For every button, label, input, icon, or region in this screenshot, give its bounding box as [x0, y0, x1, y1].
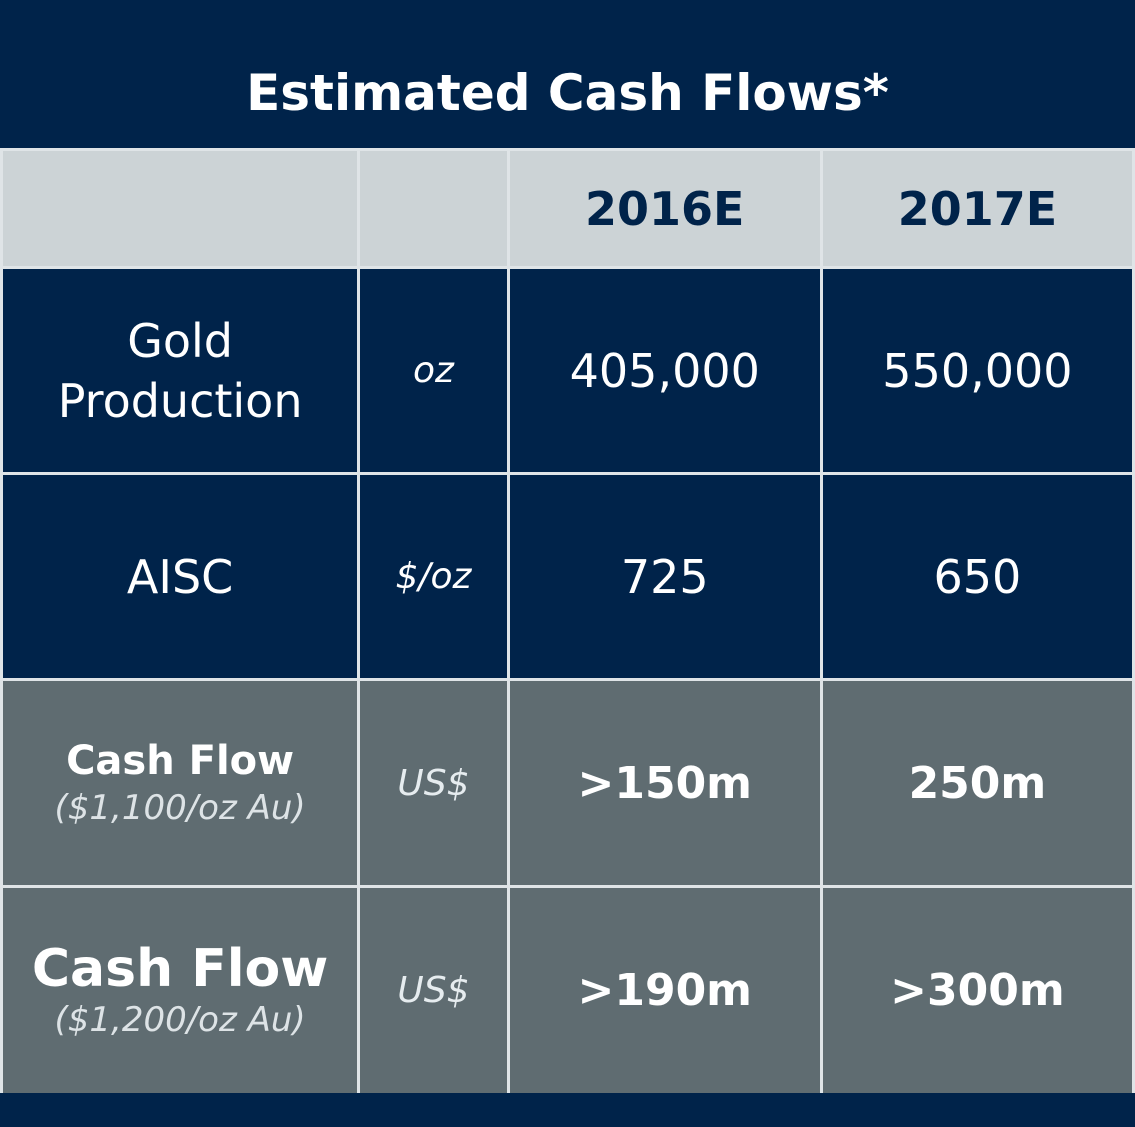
row-unit: US$: [357, 885, 510, 1096]
cell-2016e: 405,000: [506, 266, 823, 475]
unit-text: $/oz: [395, 556, 472, 597]
unit-text: US$: [397, 970, 470, 1011]
cell-2017e: 550,000: [819, 266, 1135, 475]
table-row-gold-production: Gold Production oz 405,000 550,000: [0, 266, 1135, 475]
value-text: 550,000: [882, 343, 1073, 398]
value-text: >190m: [577, 965, 753, 1016]
row-label-line2: Production: [57, 373, 303, 428]
row-unit: US$: [357, 678, 510, 888]
unit-text: oz: [412, 350, 454, 391]
row-label-text: AISC: [126, 549, 234, 604]
table-title: Estimated Cash Flows*: [246, 64, 889, 122]
row-unit: $/oz: [357, 472, 510, 681]
row-label: Gold Production: [0, 266, 361, 475]
value-text: >300m: [890, 965, 1065, 1016]
row-label-text: Cash Flow: [66, 738, 295, 784]
row-sublabel: ($1,200/oz Au): [54, 999, 306, 1040]
value-text: 725: [620, 549, 709, 604]
row-sublabel: ($1,100/oz Au): [54, 788, 306, 828]
header-cell-label: [0, 148, 361, 269]
header-cell-unit: [357, 148, 510, 269]
cell-2016e: >190m: [506, 885, 823, 1096]
table-row-cash-flow-1200: Cash Flow ($1,200/oz Au) US$ >190m >300m: [0, 885, 1135, 1096]
table-row-aisc: AISC $/oz 725 650: [0, 472, 1135, 681]
row-unit: oz: [357, 266, 510, 475]
row-label-text: Cash Flow: [31, 938, 329, 999]
row-label: AISC: [0, 472, 361, 681]
row-label: Cash Flow ($1,200/oz Au): [0, 885, 361, 1096]
cell-2016e: >150m: [506, 678, 823, 888]
value-text: 405,000: [569, 343, 760, 398]
cell-2017e: 650: [819, 472, 1135, 681]
unit-text: US$: [397, 762, 470, 804]
header-cell-2017e: 2017E: [819, 148, 1135, 269]
table-row-cash-flow-1100: Cash Flow ($1,100/oz Au) US$ >150m 250m: [0, 678, 1135, 888]
cell-2017e: >300m: [819, 885, 1135, 1096]
value-text: >150m: [577, 757, 753, 809]
cell-2016e: 725: [506, 472, 823, 681]
bottom-band: [0, 1093, 1135, 1127]
row-label-line1: Gold: [127, 313, 233, 368]
value-text: 650: [933, 549, 1022, 604]
header-cell-2016e: 2016E: [506, 148, 823, 269]
row-label: Cash Flow ($1,100/oz Au): [0, 678, 361, 888]
header-row: 2016E 2017E: [0, 148, 1135, 269]
cash-flow-table: 2016E 2017E Gold Production oz 405,000 5…: [0, 148, 1135, 1096]
cell-2017e: 250m: [819, 678, 1135, 888]
value-text: 250m: [908, 757, 1047, 809]
